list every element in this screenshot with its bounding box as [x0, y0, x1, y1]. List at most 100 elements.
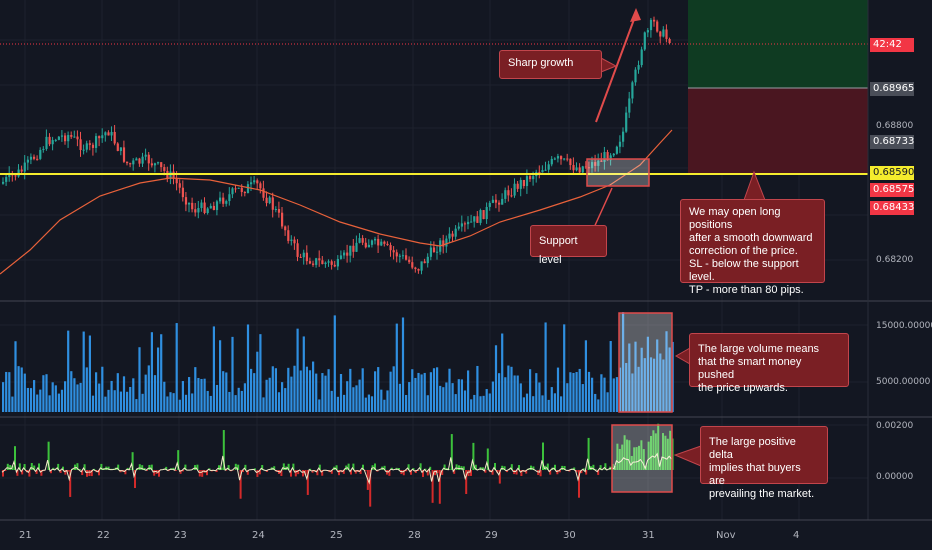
volume-bar — [240, 390, 243, 412]
volume-bar — [665, 331, 668, 412]
volume-bar — [501, 333, 504, 412]
delta-bar — [30, 463, 33, 470]
volume-bar — [262, 397, 265, 412]
candle-body — [324, 262, 327, 265]
delta-bar — [359, 470, 362, 474]
delta-bar — [38, 463, 40, 470]
delta-bar — [50, 470, 52, 474]
volume-bar — [315, 373, 318, 412]
volume-bar — [423, 372, 426, 412]
candle-body — [429, 247, 432, 257]
candle-body — [488, 202, 491, 207]
candle-body — [566, 158, 569, 160]
delta-bar — [311, 470, 314, 473]
volume-bar — [361, 368, 364, 412]
candle-body — [5, 177, 8, 182]
delta-bar — [410, 470, 412, 475]
delta-bar — [462, 466, 465, 470]
volume-bar — [525, 393, 529, 412]
delta-bar — [222, 430, 225, 470]
candle-body — [473, 216, 476, 222]
candle-body — [374, 238, 377, 241]
candle-body — [20, 169, 23, 172]
candle-body — [507, 190, 510, 196]
volume-highlight-box — [618, 312, 673, 413]
candle-body — [479, 210, 482, 223]
delta-bar — [618, 448, 621, 470]
candle-body — [401, 255, 405, 257]
volume-bar — [274, 368, 277, 412]
candle-body — [250, 182, 253, 185]
delta-bar — [2, 470, 4, 477]
candle-body — [119, 147, 122, 151]
volume-bar — [637, 366, 640, 412]
volume-bar — [299, 370, 302, 412]
volume-bar — [141, 393, 144, 412]
delta-bar — [417, 470, 420, 472]
delta-bar — [453, 470, 456, 474]
volume-bar — [79, 382, 82, 412]
candle-body — [649, 19, 653, 31]
delta-bar — [62, 466, 64, 470]
volume-bar — [467, 370, 470, 412]
candle-body — [147, 154, 150, 164]
candle-body — [336, 258, 339, 267]
candle-body — [95, 136, 98, 148]
candle-body — [144, 154, 147, 157]
delta-bar — [484, 470, 487, 473]
volume-bar — [160, 334, 163, 412]
delta-tick-label: 0.00000 — [876, 472, 914, 482]
candle-body — [203, 202, 206, 214]
candle-body — [625, 112, 628, 132]
candle-body — [132, 160, 135, 165]
price-tag-support: 0.68590 — [870, 166, 914, 180]
delta-bar — [98, 470, 100, 476]
candle-body — [445, 238, 448, 247]
delta-highlight-box — [611, 424, 673, 493]
volume-bar — [445, 382, 448, 412]
candle-body — [113, 131, 116, 144]
volume-bar — [578, 368, 581, 412]
delta-bar — [129, 469, 132, 470]
delta-bar — [273, 466, 276, 470]
volume-bar — [519, 383, 522, 412]
volume-bar — [380, 389, 383, 412]
volume-bar — [95, 372, 98, 412]
delta-bar — [4, 470, 7, 471]
candle-body — [101, 135, 104, 139]
candle-body — [305, 252, 308, 262]
volume-bar — [222, 371, 225, 412]
candle-body — [212, 205, 215, 211]
candle-body — [646, 30, 649, 33]
volume-bar — [70, 371, 73, 412]
candle-body — [33, 156, 36, 159]
volume-bar — [243, 383, 246, 412]
delta-bar — [287, 463, 290, 470]
delta-bar — [578, 470, 580, 498]
volume-bar — [563, 324, 566, 412]
volume-bar — [259, 334, 262, 412]
candle-body — [82, 149, 85, 151]
volume-bar — [104, 396, 107, 412]
candle-body — [262, 188, 265, 198]
candle-body — [188, 202, 191, 205]
candle-body — [637, 65, 640, 70]
volume-bar — [377, 367, 380, 412]
volume-bar — [228, 391, 231, 412]
candle-body — [519, 179, 522, 189]
x-tick-label: 21 — [19, 530, 32, 541]
volume-bar — [308, 370, 312, 412]
delta-bar — [14, 446, 16, 470]
delta-bar — [594, 469, 597, 470]
volume-bar — [110, 380, 113, 412]
candle-body — [380, 241, 383, 246]
x-tick-label: 22 — [97, 530, 110, 541]
delta-bar — [256, 470, 259, 477]
candle-body — [544, 169, 547, 171]
volume-bar — [330, 390, 333, 412]
delta-bar — [412, 468, 415, 470]
delta-bar — [573, 467, 576, 470]
delta-bar — [350, 470, 352, 475]
volume-bar — [432, 368, 436, 412]
